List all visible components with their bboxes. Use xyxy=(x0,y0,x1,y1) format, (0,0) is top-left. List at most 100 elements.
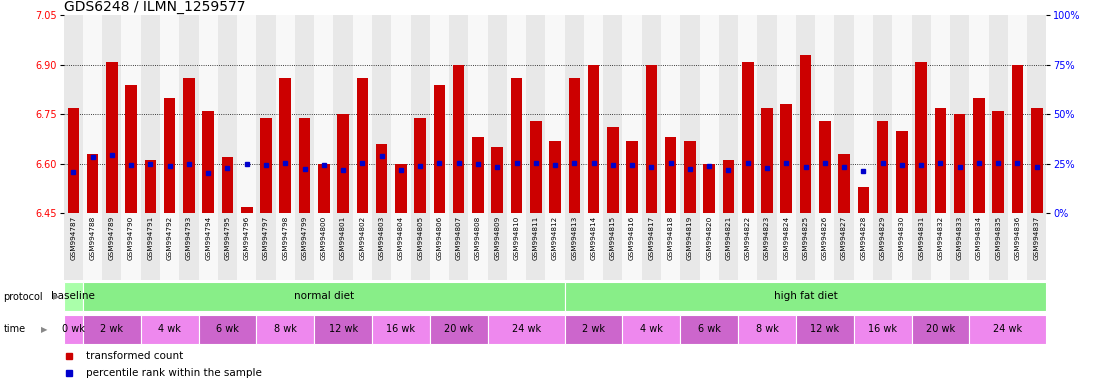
Bar xyxy=(372,213,391,280)
Bar xyxy=(429,15,449,213)
Text: 4 wk: 4 wk xyxy=(640,324,663,334)
Bar xyxy=(796,213,815,280)
Text: 20 wk: 20 wk xyxy=(926,324,955,334)
Bar xyxy=(587,65,600,213)
Bar xyxy=(179,15,199,213)
Bar xyxy=(122,15,141,213)
Bar xyxy=(722,161,735,213)
Bar xyxy=(334,15,352,213)
Bar xyxy=(299,118,311,213)
Bar xyxy=(776,213,796,280)
Bar xyxy=(564,282,1046,311)
Bar xyxy=(661,213,681,280)
Bar xyxy=(352,15,372,213)
Bar xyxy=(334,213,352,280)
Text: 8 wk: 8 wk xyxy=(755,324,778,334)
Bar xyxy=(145,161,156,213)
Bar xyxy=(179,213,199,280)
Text: time: time xyxy=(3,324,25,334)
Bar xyxy=(1011,65,1023,213)
Bar xyxy=(564,213,584,280)
Bar xyxy=(858,187,870,213)
Bar xyxy=(854,15,873,213)
Bar xyxy=(819,121,830,213)
Bar xyxy=(742,61,753,213)
Bar xyxy=(240,207,253,213)
Bar xyxy=(911,213,931,280)
Bar xyxy=(1008,213,1027,280)
Bar xyxy=(838,154,850,213)
Bar xyxy=(449,15,469,213)
Bar xyxy=(314,15,334,213)
Bar xyxy=(526,213,546,280)
Bar xyxy=(280,78,291,213)
Bar xyxy=(776,15,796,213)
Bar xyxy=(260,118,272,213)
Bar xyxy=(988,15,1008,213)
Bar xyxy=(507,213,526,280)
Bar xyxy=(222,157,233,213)
Text: 8 wk: 8 wk xyxy=(273,324,296,334)
Bar xyxy=(64,15,83,213)
Bar xyxy=(237,213,256,280)
Bar xyxy=(916,61,927,213)
Bar xyxy=(488,15,507,213)
Text: 0 wk: 0 wk xyxy=(61,324,85,334)
Bar xyxy=(569,78,580,213)
Bar xyxy=(738,314,796,344)
Bar xyxy=(256,314,314,344)
Bar xyxy=(584,15,603,213)
Bar xyxy=(665,137,676,213)
Bar xyxy=(1008,15,1027,213)
Text: 16 wk: 16 wk xyxy=(386,324,415,334)
Text: ▶: ▶ xyxy=(41,325,47,334)
Bar xyxy=(970,213,988,280)
Bar xyxy=(1031,108,1042,213)
Text: transformed count: transformed count xyxy=(86,351,183,361)
Bar xyxy=(395,164,406,213)
Text: 24 wk: 24 wk xyxy=(994,324,1022,334)
Bar xyxy=(141,15,160,213)
Bar xyxy=(237,15,256,213)
Bar xyxy=(107,61,117,213)
Bar xyxy=(83,282,564,311)
Text: 20 wk: 20 wk xyxy=(444,324,473,334)
Bar xyxy=(854,314,911,344)
Bar xyxy=(488,213,507,280)
Bar xyxy=(469,213,488,280)
Bar xyxy=(893,213,911,280)
Bar xyxy=(526,15,546,213)
Text: 6 wk: 6 wk xyxy=(697,324,720,334)
Bar xyxy=(719,15,738,213)
Bar xyxy=(160,213,179,280)
Bar xyxy=(83,213,102,280)
Bar xyxy=(896,131,908,213)
Bar xyxy=(64,282,83,311)
Bar xyxy=(276,15,295,213)
Bar xyxy=(1027,213,1046,280)
Bar xyxy=(781,104,792,213)
Text: 12 wk: 12 wk xyxy=(328,324,358,334)
Bar xyxy=(546,15,564,213)
Bar xyxy=(681,15,699,213)
Bar xyxy=(970,314,1046,344)
Bar xyxy=(641,15,661,213)
Bar xyxy=(646,65,658,213)
Bar xyxy=(641,213,661,280)
Bar xyxy=(684,141,696,213)
Bar xyxy=(719,213,738,280)
Bar xyxy=(164,98,176,213)
Bar xyxy=(607,127,618,213)
Bar xyxy=(799,55,811,213)
Bar xyxy=(183,78,194,213)
Bar xyxy=(217,15,237,213)
Bar xyxy=(314,213,334,280)
Bar xyxy=(934,108,946,213)
Bar xyxy=(1027,15,1046,213)
Bar xyxy=(623,314,681,344)
Bar xyxy=(141,314,199,344)
Bar xyxy=(202,111,214,213)
Text: ▶: ▶ xyxy=(53,292,59,301)
Text: 16 wk: 16 wk xyxy=(869,324,897,334)
Bar xyxy=(911,314,970,344)
